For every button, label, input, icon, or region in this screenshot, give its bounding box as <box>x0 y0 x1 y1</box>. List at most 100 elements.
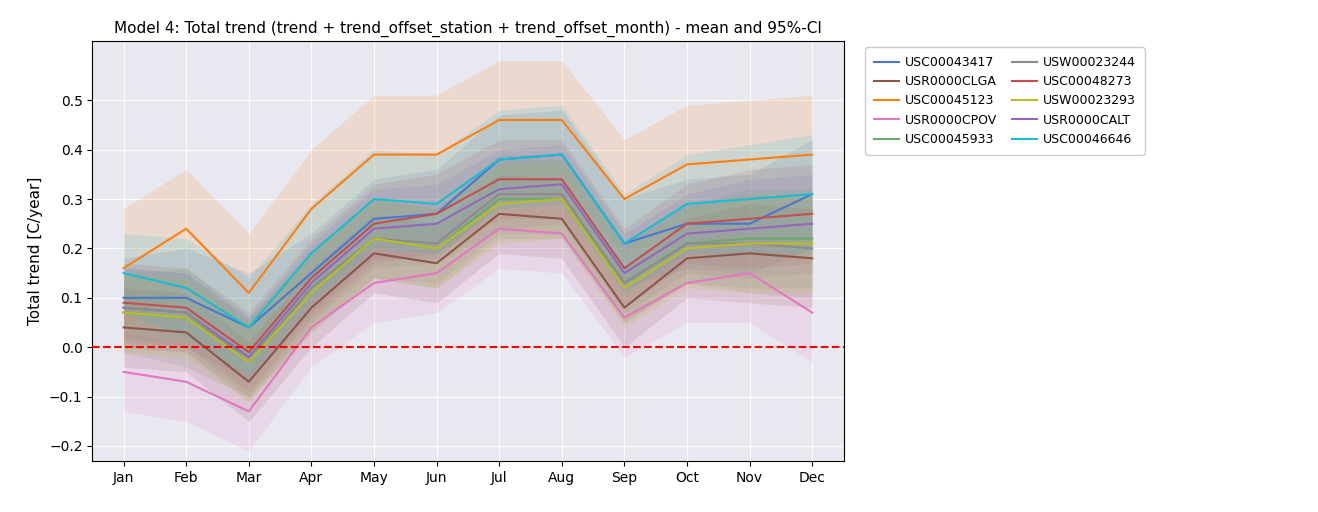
USC00048273 <box>178 305 194 311</box>
USC00046646 <box>492 157 507 163</box>
USW00023244 <box>492 191 507 197</box>
USC00045123 <box>554 117 569 123</box>
USR0000CLGA <box>492 211 507 217</box>
USW00023244 <box>428 241 444 247</box>
USW00023244 <box>742 241 758 247</box>
USW00023293 <box>428 245 444 251</box>
USR0000CALT <box>554 181 569 187</box>
USC00048273 <box>241 349 257 355</box>
USC00043417 <box>742 221 758 227</box>
USR0000CALT <box>804 221 820 227</box>
Line: USC00043417: USC00043417 <box>124 155 812 328</box>
USC00048273 <box>116 300 132 306</box>
USR0000CALT <box>679 230 695 237</box>
USC00045123 <box>178 226 194 232</box>
USC00043417 <box>554 152 569 158</box>
USR0000CALT <box>366 226 382 232</box>
USC00043417 <box>241 325 257 331</box>
USC00046646 <box>116 270 132 276</box>
USC00043417 <box>178 295 194 301</box>
USR0000CPOV <box>492 226 507 232</box>
USC00045933 <box>366 236 382 242</box>
USC00043417 <box>116 295 132 301</box>
Line: USC00045933: USC00045933 <box>124 199 812 357</box>
USW00023244 <box>679 241 695 247</box>
Line: USC00045123: USC00045123 <box>124 120 812 293</box>
USR0000CALT <box>617 270 633 276</box>
USW00023244 <box>366 236 382 242</box>
USW00023293 <box>116 310 132 316</box>
USR0000CLGA <box>742 250 758 257</box>
USC00046646 <box>804 191 820 197</box>
USW00023293 <box>804 241 820 247</box>
USC00045933 <box>303 290 319 296</box>
USR0000CALT <box>492 186 507 192</box>
USC00045933 <box>178 314 194 321</box>
USC00046646 <box>679 201 695 207</box>
USW00023244 <box>804 245 820 251</box>
USR0000CPOV <box>428 270 444 276</box>
USC00048273 <box>366 221 382 227</box>
USC00046646 <box>742 196 758 202</box>
USW00023244 <box>116 305 132 311</box>
USC00043417 <box>804 191 820 197</box>
USC00045123 <box>241 290 257 296</box>
USC00048273 <box>679 221 695 227</box>
USR0000CALT <box>241 354 257 360</box>
USR0000CLGA <box>366 250 382 257</box>
USC00045123 <box>428 152 444 158</box>
USC00046646 <box>617 241 633 247</box>
USC00045933 <box>679 241 695 247</box>
Y-axis label: Total trend [C/year]: Total trend [C/year] <box>29 177 43 325</box>
USC00048273 <box>804 211 820 217</box>
USC00046646 <box>554 152 569 158</box>
USR0000CPOV <box>617 314 633 321</box>
USC00048273 <box>303 275 319 281</box>
Line: USW00023244: USW00023244 <box>124 194 812 362</box>
USR0000CPOV <box>804 310 820 316</box>
USR0000CALT <box>116 305 132 311</box>
USR0000CLGA <box>617 305 633 311</box>
USR0000CPOV <box>178 379 194 385</box>
USC00045933 <box>617 280 633 286</box>
USC00048273 <box>492 176 507 182</box>
USR0000CPOV <box>742 270 758 276</box>
USC00045123 <box>804 152 820 158</box>
USR0000CALT <box>178 310 194 316</box>
USR0000CLGA <box>679 255 695 261</box>
USW00023293 <box>554 196 569 202</box>
USC00048273 <box>554 176 569 182</box>
USC00045123 <box>679 161 695 167</box>
USC00045123 <box>366 152 382 158</box>
USW00023244 <box>617 280 633 286</box>
Line: USR0000CALT: USR0000CALT <box>124 184 812 357</box>
USC00048273 <box>742 216 758 222</box>
USR0000CPOV <box>241 409 257 415</box>
USW00023293 <box>679 245 695 251</box>
USC00045933 <box>241 354 257 360</box>
USC00046646 <box>178 285 194 291</box>
USW00023293 <box>492 201 507 207</box>
Line: USR0000CPOV: USR0000CPOV <box>124 229 812 412</box>
USW00023293 <box>241 359 257 365</box>
USC00045123 <box>492 117 507 123</box>
USC00045933 <box>492 196 507 202</box>
USR0000CPOV <box>303 325 319 331</box>
USC00043417 <box>303 270 319 276</box>
USW00023293 <box>303 290 319 296</box>
Legend: USC00043417, USR0000CLGA, USC00045123, USR0000CPOV, USC00045933, USW00023244, US: USC00043417, USR0000CLGA, USC00045123, U… <box>865 47 1145 155</box>
USR0000CPOV <box>554 230 569 237</box>
USR0000CALT <box>742 226 758 232</box>
USR0000CALT <box>303 280 319 286</box>
USR0000CLGA <box>241 379 257 385</box>
USC00045933 <box>116 310 132 316</box>
USC00046646 <box>303 250 319 257</box>
USC00048273 <box>617 265 633 271</box>
Line: USC00046646: USC00046646 <box>124 155 812 328</box>
USR0000CLGA <box>428 260 444 266</box>
USW00023293 <box>617 285 633 291</box>
USR0000CPOV <box>116 369 132 375</box>
USC00045123 <box>303 206 319 212</box>
USW00023244 <box>303 285 319 291</box>
USC00045933 <box>428 245 444 251</box>
